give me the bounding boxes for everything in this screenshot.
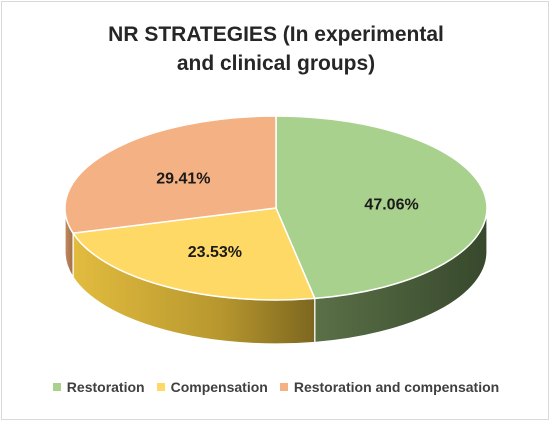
legend-item-restoration: Restoration (52, 379, 145, 395)
data-label-restoration-and-compensation: 29.41% (156, 171, 210, 188)
legend-label-restoration-and-compensation: Restoration and compensation (293, 379, 500, 395)
legend-item-compensation: Compensation (156, 379, 268, 395)
data-label-compensation: 23.53% (188, 244, 242, 261)
pie-slice-restoration (275, 115, 488, 300)
legend: Restoration Compensation Restoration and… (2, 379, 550, 395)
legend-label-compensation: Compensation (170, 379, 268, 395)
pie-slice-restoration-and-compensation (64, 115, 277, 234)
pie-slice-compensation (71, 207, 316, 301)
legend-item-restoration-and-compensation: Restoration and compensation (279, 379, 500, 395)
legend-label-restoration: Restoration (66, 379, 145, 395)
chart-title-line-1: NR STRATEGIES (In experimental (108, 23, 444, 46)
data-label-restoration: 47.06% (364, 196, 418, 213)
legend-swatch-restoration (52, 383, 61, 391)
legend-swatch-compensation (156, 383, 165, 391)
chart-title-line-2: and clinical groups) (176, 52, 376, 75)
legend-swatch-restoration-and-compensation (279, 383, 288, 391)
chart-title: NR STRATEGIES (In experimental and clini… (2, 20, 550, 78)
